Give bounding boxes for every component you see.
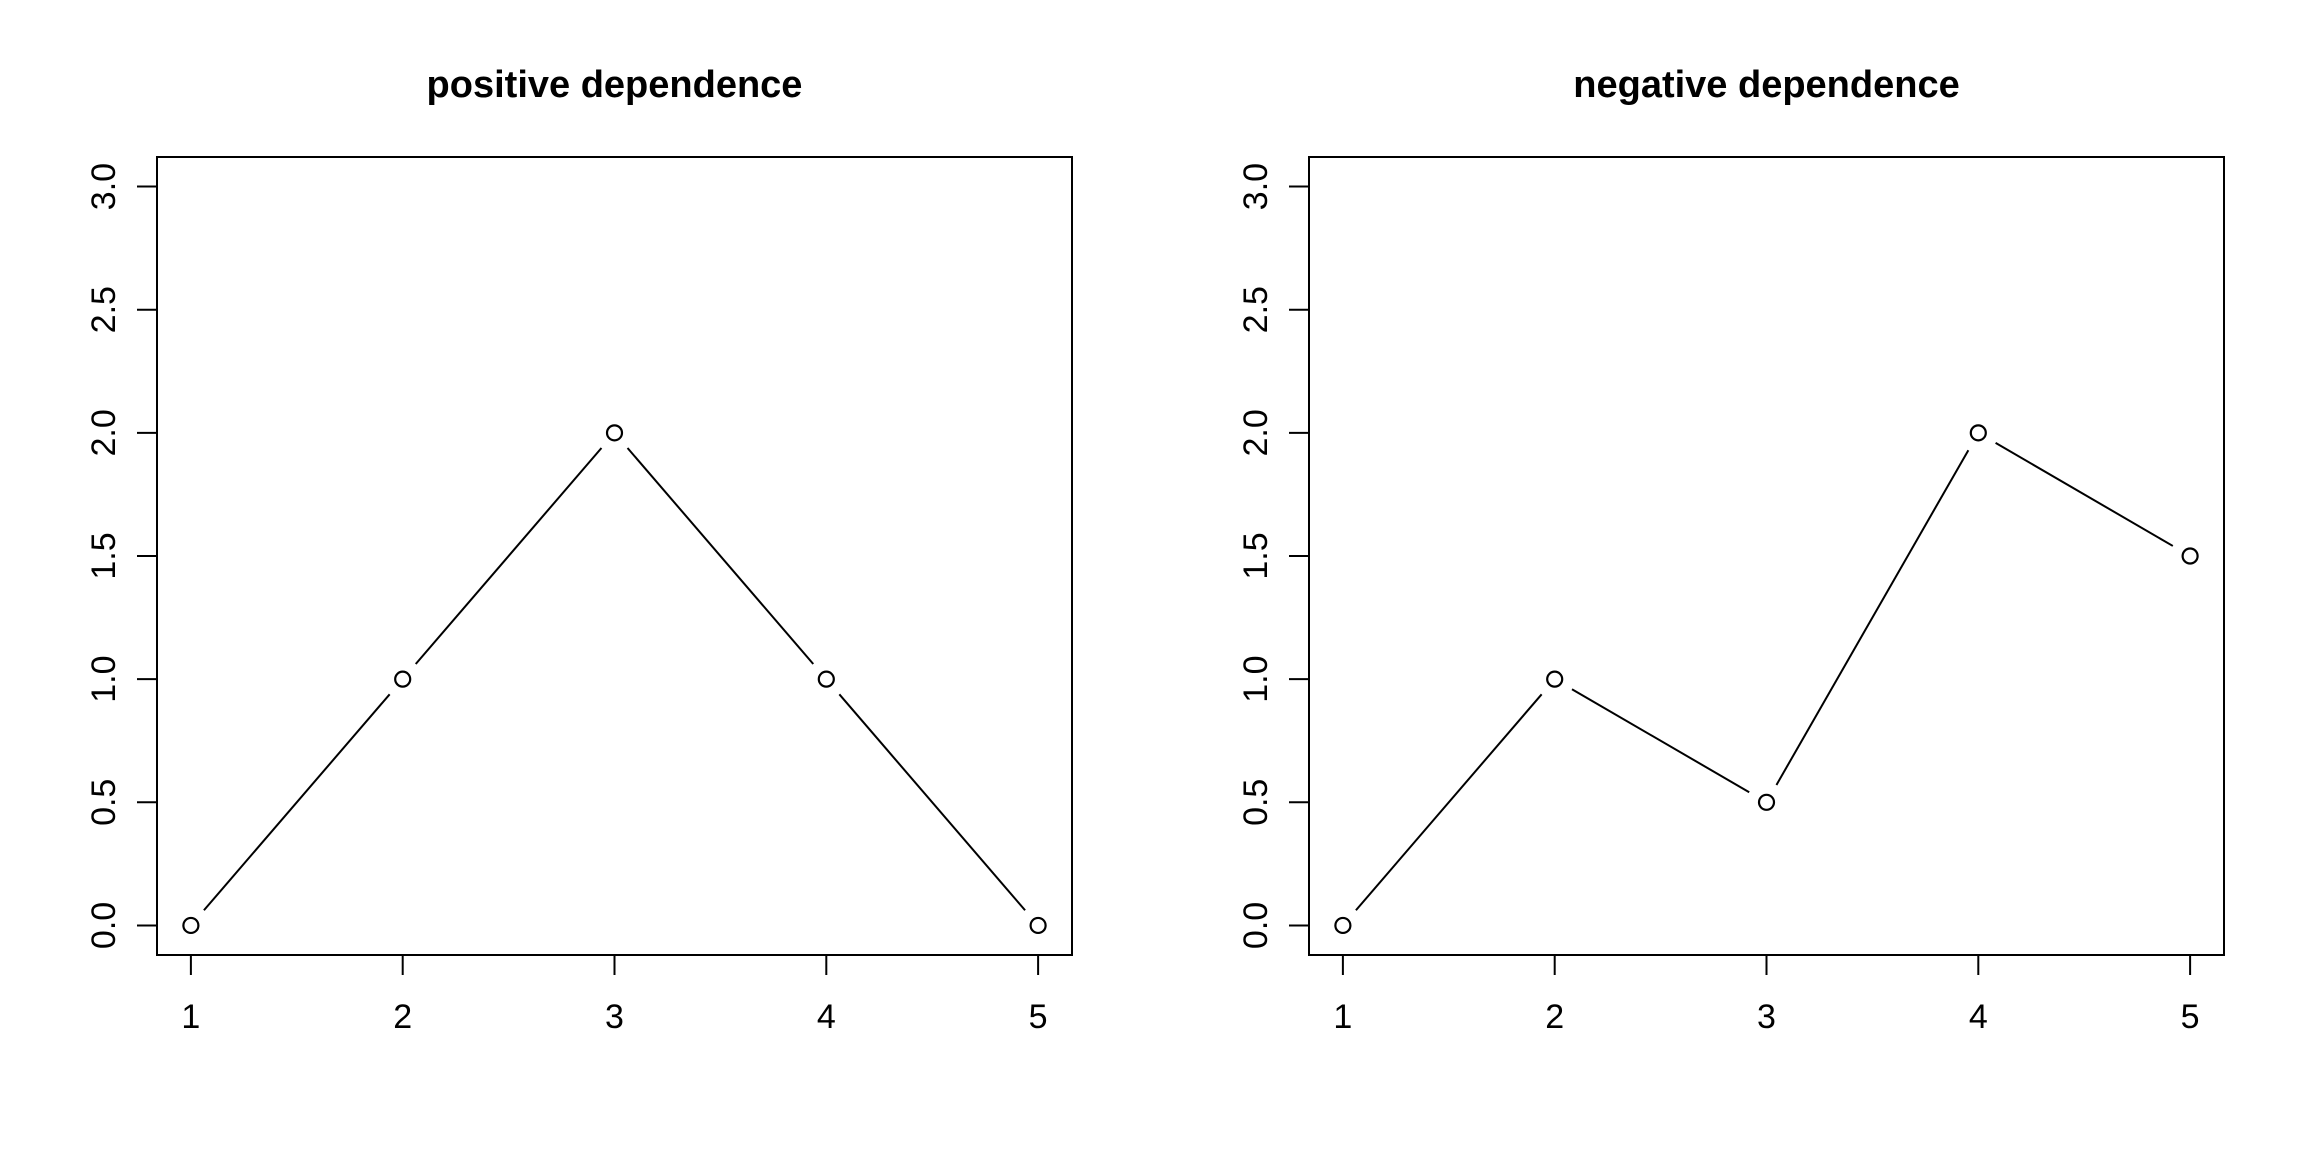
data-point-marker <box>394 670 412 688</box>
data-point-marker <box>1757 793 1776 811</box>
x-tick-label: 5 <box>1029 998 1048 1036</box>
x-tick-label: 3 <box>1757 998 1776 1036</box>
series-segment <box>1775 449 1970 786</box>
series-segment <box>838 693 1026 911</box>
y-tick-label: 1.0 <box>85 656 123 703</box>
plot-box <box>156 156 1073 956</box>
y-tick-label: 0.5 <box>1237 779 1275 826</box>
x-tick-label: 4 <box>1969 998 1988 1036</box>
y-tick-label: 1.5 <box>85 532 123 579</box>
data-point-marker <box>605 424 624 442</box>
data-point-marker <box>1029 916 1047 935</box>
series-segment <box>1355 693 1543 911</box>
y-tick-label: 2.5 <box>1237 286 1275 333</box>
x-tick-label: 4 <box>817 998 836 1036</box>
panel-negative-dependence: negative dependence 1 2 3 4 5 0.0 0.5 1.0 1.5 2.0… <box>1152 0 2304 1152</box>
y-tick-label: 0.0 <box>1237 902 1275 949</box>
y-tick-label: 3.0 <box>85 163 123 210</box>
x-tick-label: 3 <box>605 998 624 1036</box>
data-point-marker <box>1969 424 1987 442</box>
y-tick-label: 2.0 <box>85 409 123 456</box>
x-tick-label: 1 <box>1333 998 1352 1036</box>
chart-title: positive dependence <box>427 64 803 106</box>
data-point-marker <box>1546 670 1564 688</box>
y-tick-label: 0.0 <box>85 902 123 949</box>
y-tick-label: 2.5 <box>85 286 123 333</box>
y-tick-label: 1.0 <box>1237 656 1275 703</box>
x-tick-label: 2 <box>1545 998 1564 1036</box>
chart-positive-dependence: positive dependence 1 2 3 4 5 0.0 0.5 1.0 1.5 2.0… <box>85 64 1073 1036</box>
data-point-marker <box>2181 547 2199 565</box>
series-segment <box>626 447 815 665</box>
x-tick-label: 5 <box>2181 998 2200 1036</box>
series-segment <box>203 693 391 911</box>
data-point-marker <box>1334 916 1352 935</box>
chart-plot-area: 1 2 3 4 5 0.0 0.5 1.0 1.5 2.0 2.5 3.0 <box>85 156 1073 1036</box>
y-tick-label: 0.5 <box>85 779 123 826</box>
y-tick-label: 2.0 <box>1237 409 1275 456</box>
chart-title: negative dependence <box>1573 64 1959 106</box>
series-segment <box>414 447 603 665</box>
y-tick-label: 1.5 <box>1237 532 1275 579</box>
panel-positive-dependence: positive dependence 1 2 3 4 5 0.0 0.5 1.0 1.5 2.0… <box>85 64 1073 1036</box>
x-tick-label: 2 <box>393 998 412 1036</box>
series-segment <box>1571 688 1750 794</box>
chart-plot-area: 1 2 3 4 5 0.0 0.5 1.0 1.5 2.0 2.5 3.0 <box>1237 156 2225 1036</box>
data-point-marker <box>817 670 835 688</box>
series-segment <box>1995 442 2174 547</box>
y-tick-label: 3.0 <box>1237 163 1275 210</box>
data-point-marker <box>182 916 200 935</box>
x-tick-label: 1 <box>181 998 200 1036</box>
chart-negative-dependence: negative dependence 1 2 3 4 5 0.0 0.5 1.0 1.5 2.0… <box>1237 64 2225 1036</box>
plot-box <box>1308 156 2225 956</box>
